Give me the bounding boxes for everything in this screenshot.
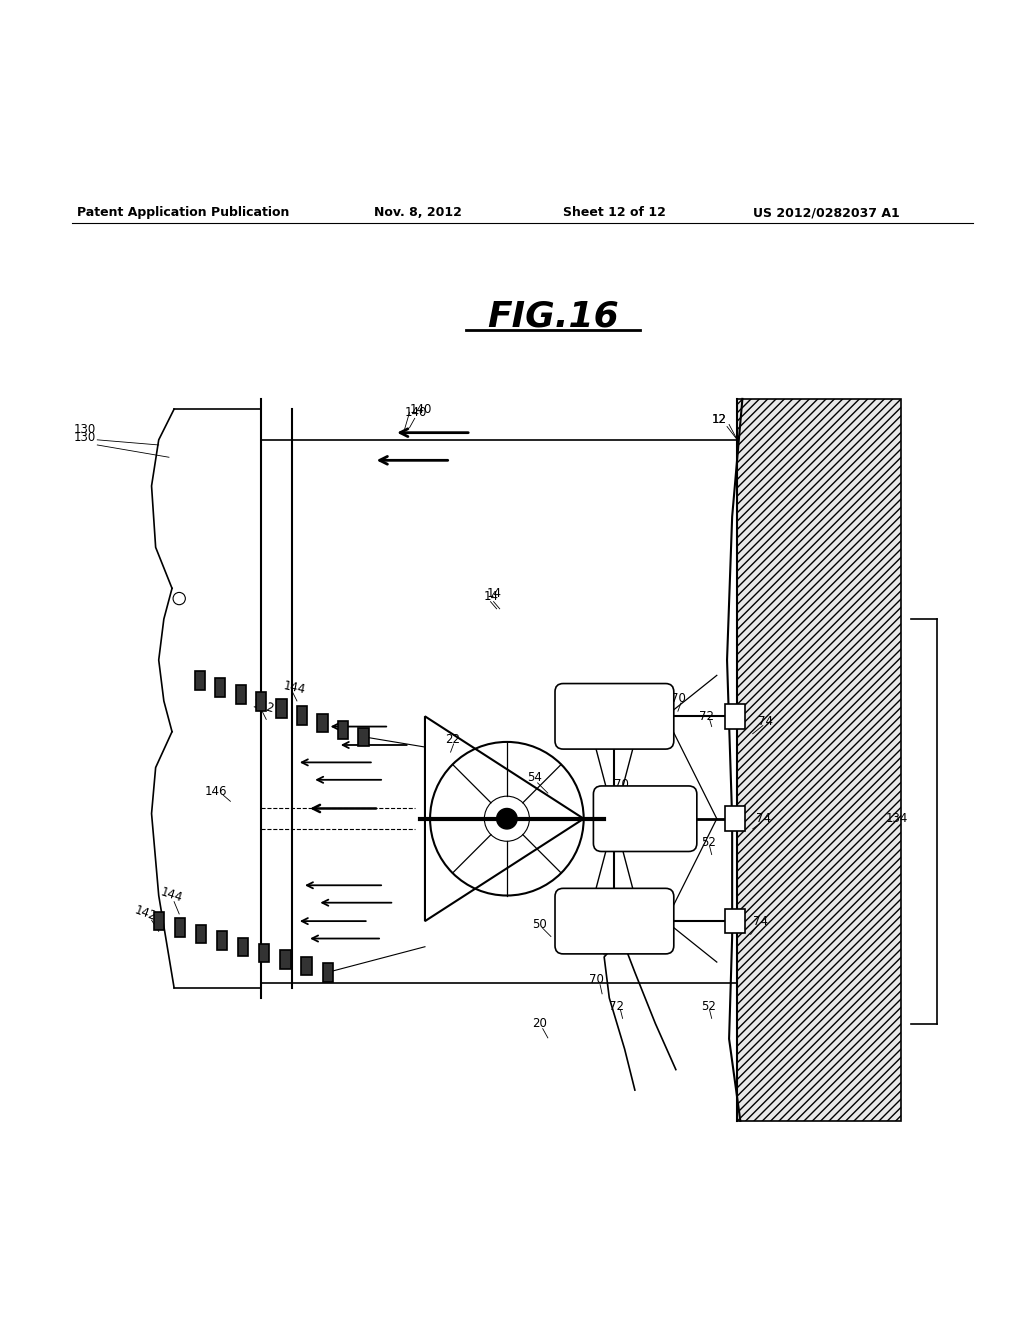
Bar	[301, 957, 311, 975]
Text: 146: 146	[205, 784, 227, 797]
Bar	[217, 931, 227, 949]
Text: 134: 134	[886, 812, 908, 825]
Text: 54: 54	[527, 771, 543, 784]
Bar	[196, 925, 206, 942]
Text: 76: 76	[591, 936, 606, 949]
Text: 52: 52	[701, 999, 717, 1012]
Text: 22: 22	[445, 734, 461, 746]
Text: Patent Application Publication: Patent Application Publication	[77, 206, 289, 219]
Text: 140: 140	[410, 403, 432, 416]
Bar	[281, 950, 291, 969]
Text: 20: 20	[532, 1016, 548, 1030]
Text: US 2012/0282037 A1: US 2012/0282037 A1	[753, 206, 899, 219]
Text: FIG.16: FIG.16	[487, 300, 618, 334]
Text: 50: 50	[532, 917, 547, 931]
FancyBboxPatch shape	[594, 785, 696, 851]
Bar	[195, 672, 205, 689]
Bar	[259, 944, 269, 962]
Bar	[238, 937, 248, 956]
Text: 12: 12	[712, 413, 727, 426]
Text: 144: 144	[282, 678, 306, 697]
Bar	[297, 706, 307, 725]
Bar	[358, 727, 369, 746]
Text: 130: 130	[74, 424, 96, 436]
Text: 76: 76	[589, 711, 604, 725]
Text: 14: 14	[483, 590, 499, 603]
Text: 14: 14	[486, 587, 502, 599]
Text: 70: 70	[671, 693, 686, 705]
Text: 70: 70	[589, 973, 604, 986]
Text: 52: 52	[640, 697, 655, 710]
Text: 12: 12	[712, 413, 727, 426]
Text: 140: 140	[404, 405, 427, 418]
Text: 74: 74	[753, 915, 768, 928]
Text: 72: 72	[609, 999, 625, 1012]
Text: 144: 144	[159, 886, 184, 906]
FancyBboxPatch shape	[555, 888, 674, 954]
Text: 72: 72	[699, 710, 715, 723]
Text: 142: 142	[251, 697, 276, 715]
Bar	[256, 693, 266, 710]
Bar	[323, 964, 333, 982]
Bar	[725, 909, 745, 933]
Text: 142: 142	[133, 904, 159, 924]
Text: Nov. 8, 2012: Nov. 8, 2012	[374, 206, 462, 219]
Text: 74: 74	[758, 715, 773, 727]
Text: 130: 130	[74, 432, 96, 445]
Bar	[737, 399, 901, 1121]
Bar	[725, 807, 745, 832]
Bar	[236, 685, 246, 704]
Bar	[154, 912, 164, 931]
Text: 74: 74	[756, 812, 771, 825]
Bar	[317, 714, 328, 731]
Bar	[338, 721, 348, 739]
Text: 52: 52	[701, 836, 717, 849]
Bar	[725, 704, 745, 729]
Bar	[215, 678, 225, 697]
Bar	[175, 919, 185, 937]
FancyBboxPatch shape	[555, 684, 674, 748]
Text: 70: 70	[614, 779, 630, 792]
Circle shape	[497, 808, 517, 829]
Text: Sheet 12 of 12: Sheet 12 of 12	[563, 206, 666, 219]
Bar	[276, 700, 287, 718]
Text: 72: 72	[645, 799, 660, 812]
